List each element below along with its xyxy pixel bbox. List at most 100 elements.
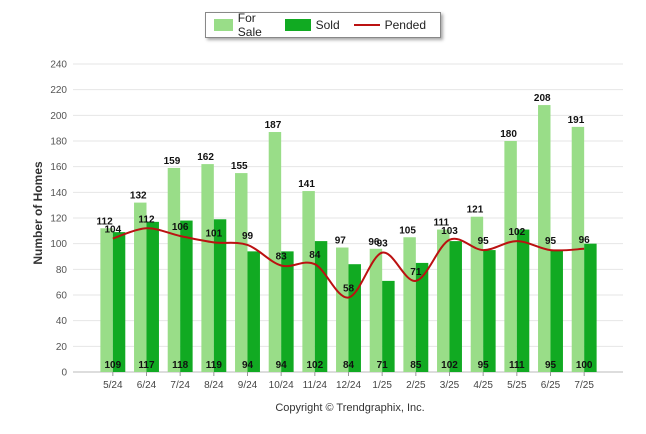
- bar-for-sale: [336, 247, 349, 372]
- y-tick-label: 60: [56, 291, 68, 302]
- data-label-for-sale: 96: [368, 237, 380, 248]
- x-tick-label: 3/25: [440, 380, 460, 391]
- y-tick-label: 220: [50, 85, 67, 96]
- data-label-pended: 95: [478, 236, 490, 247]
- data-label-for-sale: 111: [433, 218, 449, 229]
- x-tick-label: 10/24: [269, 380, 294, 391]
- x-tick-label: 7/25: [574, 380, 594, 391]
- data-label-for-sale: 112: [97, 216, 114, 227]
- x-tick-label: 1/25: [372, 380, 392, 391]
- data-label-pended: 96: [579, 235, 591, 246]
- data-label-pended: 95: [545, 236, 557, 247]
- data-label-sold: 111: [509, 360, 525, 371]
- bar-sold: [146, 221, 159, 372]
- data-label-sold: 117: [138, 360, 155, 371]
- data-label-pended: 103: [441, 226, 458, 237]
- data-label-sold: 94: [242, 360, 254, 371]
- bar-sold: [213, 219, 227, 372]
- data-label-pended: 58: [343, 284, 355, 295]
- data-label-sold: 95: [545, 360, 557, 371]
- bar-for-sale: [201, 164, 214, 372]
- bar-for-sale: [167, 167, 181, 372]
- y-tick-label: 40: [56, 316, 68, 327]
- y-tick-label: 160: [50, 162, 67, 173]
- pended-line: [112, 227, 585, 299]
- x-tick-label: 5/25: [507, 380, 527, 391]
- legend-item-sold[interactable]: Sold: [284, 18, 340, 32]
- data-label-sold: 102: [306, 360, 323, 371]
- bar-for-sale: [235, 173, 248, 372]
- data-labels: 112 109 132 117 159 118 162 119 155 94 187 94 141 102…: [97, 93, 593, 371]
- bar-sold: [550, 250, 563, 372]
- y-tick-label: 240: [50, 60, 67, 71]
- data-label-for-sale: 208: [534, 93, 551, 104]
- bar-sold: [415, 262, 429, 372]
- y-tick-label: 200: [50, 111, 67, 122]
- x-tick-label: 11/24: [303, 380, 328, 391]
- data-label-for-sale: 180: [500, 129, 517, 140]
- bar-sold: [382, 280, 395, 372]
- data-label-for-sale: 155: [231, 161, 248, 172]
- data-label-pended: 112: [138, 214, 155, 225]
- data-label-pended: 101: [205, 228, 222, 239]
- data-label-sold: 102: [441, 360, 458, 371]
- data-label-sold: 119: [206, 360, 223, 371]
- y-tick-label: 180: [50, 137, 67, 148]
- data-label-sold: 95: [478, 360, 490, 371]
- bar-for-sale: [403, 237, 416, 372]
- bar-sold: [584, 243, 597, 372]
- y-tick-label: 120: [50, 214, 67, 225]
- bar-for-sale: [504, 141, 517, 372]
- bar-for-sale: [470, 216, 484, 372]
- data-label-sold: 100: [576, 360, 593, 371]
- for-sale-swatch: [214, 19, 233, 31]
- legend-label-for-sale: For Sale: [237, 11, 262, 39]
- legend-label-pended: Pended: [384, 18, 426, 32]
- data-label-sold: 118: [172, 360, 189, 371]
- y-axis-label: Number of Homes: [31, 161, 45, 265]
- bar-for-sale: [100, 228, 113, 372]
- bar-for-sale: [538, 105, 551, 373]
- x-tick-label: 2/25: [406, 380, 426, 391]
- data-label-sold: 71: [377, 360, 389, 371]
- bar-for-sale: [437, 229, 450, 372]
- data-label-for-sale: 121: [467, 205, 484, 216]
- data-label-sold: 85: [410, 360, 422, 371]
- x-tick-label: 12/24: [336, 380, 361, 391]
- legend-item-pended[interactable]: Pended: [353, 18, 426, 32]
- bar-sold: [180, 220, 193, 372]
- x-tick-label: 6/24: [137, 380, 157, 391]
- copyright: Copyright © Trendgraphix, Inc.: [275, 402, 425, 414]
- legend-label-sold: Sold: [315, 18, 340, 32]
- bar-sold: [281, 251, 294, 372]
- x-axis-ticks: 5/24 6/24 7/24 8/24 9/24 10/24 11/24 12/24 1/25 2…: [103, 372, 594, 391]
- data-label-pended: 71: [410, 267, 422, 278]
- data-label-for-sale: 187: [265, 120, 282, 131]
- bar-sold: [516, 229, 530, 372]
- y-tick-label: 100: [50, 239, 67, 250]
- bar-sold: [348, 264, 361, 372]
- y-tick-label: 0: [61, 368, 67, 379]
- bar-sold: [483, 250, 496, 372]
- bar-sold: [112, 232, 126, 372]
- legend-item-for-sale[interactable]: For Sale: [214, 11, 271, 39]
- data-label-pended: 104: [104, 225, 121, 236]
- data-label-sold: 84: [343, 360, 355, 371]
- data-label-for-sale: 105: [399, 225, 416, 236]
- data-label-for-sale: 191: [568, 115, 585, 126]
- data-label-pended: 106: [172, 222, 189, 233]
- data-label-for-sale: 141: [298, 179, 315, 190]
- bar-for-sale: [134, 202, 147, 372]
- x-tick-label: 7/24: [170, 380, 190, 391]
- data-label-pended: 93: [377, 239, 389, 250]
- data-label-pended: 99: [242, 231, 254, 242]
- bar-for-sale: [268, 132, 282, 372]
- y-tick-label: 20: [56, 342, 68, 353]
- data-label-sold: 109: [104, 360, 121, 371]
- data-label-for-sale: 97: [335, 236, 347, 247]
- data-label-for-sale: 159: [164, 156, 181, 167]
- bar-sold: [247, 251, 260, 372]
- bars: [100, 105, 597, 373]
- data-label-sold: 94: [276, 360, 288, 371]
